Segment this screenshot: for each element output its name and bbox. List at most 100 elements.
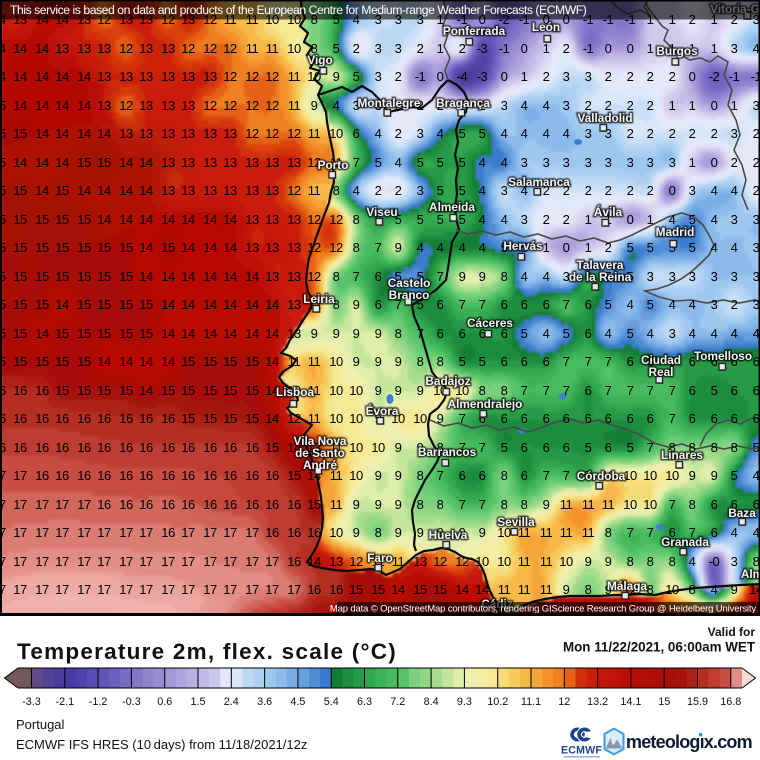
svg-text:7: 7: [543, 383, 550, 398]
svg-text:13: 13: [265, 155, 279, 170]
svg-text:16: 16: [161, 468, 175, 483]
svg-text:Barrancos: Barrancos: [418, 445, 477, 459]
svg-text:7: 7: [563, 468, 570, 483]
svg-text:16: 16: [307, 582, 321, 597]
svg-text:9: 9: [311, 326, 318, 341]
svg-text:9: 9: [543, 497, 550, 512]
svg-text:13: 13: [181, 183, 195, 198]
svg-text:Salamanca: Salamanca: [508, 175, 570, 189]
svg-text:5: 5: [647, 240, 654, 255]
svg-text:15: 15: [97, 269, 111, 284]
svg-text:14: 14: [55, 126, 69, 141]
svg-text:Montalegre: Montalegre: [358, 96, 421, 110]
svg-text:15: 15: [97, 240, 111, 255]
svg-text:6: 6: [689, 411, 696, 426]
svg-text:17: 17: [55, 582, 69, 597]
svg-text:15: 15: [658, 696, 670, 708]
svg-text:14: 14: [223, 326, 237, 341]
svg-text:8: 8: [479, 383, 486, 398]
svg-text:16: 16: [265, 497, 279, 512]
svg-text:15: 15: [223, 354, 237, 369]
svg-text:13: 13: [181, 126, 195, 141]
svg-text:9: 9: [395, 497, 402, 512]
svg-text:5: 5: [521, 240, 528, 255]
svg-text:7: 7: [437, 468, 444, 483]
svg-text:2: 2: [395, 183, 402, 198]
svg-text:4: 4: [543, 326, 550, 341]
svg-text:17: 17: [203, 582, 217, 597]
svg-text:2: 2: [605, 183, 612, 198]
svg-text:5: 5: [437, 155, 444, 170]
svg-text:15: 15: [119, 297, 133, 312]
svg-text:7: 7: [605, 383, 612, 398]
svg-text:13: 13: [287, 269, 301, 284]
svg-text:15: 15: [13, 269, 27, 284]
svg-text:14: 14: [161, 297, 175, 312]
svg-text:14: 14: [139, 212, 153, 227]
svg-text:9: 9: [689, 468, 696, 483]
svg-text:Ciudad: Ciudad: [641, 353, 681, 367]
svg-text:2: 2: [585, 183, 592, 198]
svg-text:7: 7: [459, 440, 466, 455]
svg-text:1: 1: [437, 41, 444, 56]
svg-text:13: 13: [223, 155, 237, 170]
svg-text:2: 2: [479, 98, 486, 113]
svg-text:16: 16: [161, 497, 175, 512]
svg-text:16.8: 16.8: [720, 696, 741, 708]
svg-text:12: 12: [119, 98, 133, 113]
svg-text:13: 13: [181, 69, 195, 84]
svg-text:17: 17: [181, 525, 195, 540]
svg-text:León: León: [532, 20, 560, 34]
svg-text:12: 12: [265, 69, 279, 84]
svg-text:6: 6: [521, 354, 528, 369]
svg-text:16: 16: [55, 468, 69, 483]
svg-text:3: 3: [627, 155, 634, 170]
svg-text:Baza: Baza: [728, 506, 756, 520]
svg-text:3: 3: [375, 69, 382, 84]
svg-text:5: 5: [417, 269, 424, 284]
svg-text:1: 1: [521, 69, 528, 84]
svg-text:2: 2: [731, 297, 738, 312]
svg-text:14: 14: [35, 326, 49, 341]
svg-text:6: 6: [479, 411, 486, 426]
svg-text:6: 6: [459, 468, 466, 483]
svg-text:9: 9: [375, 497, 382, 512]
svg-text:4: 4: [711, 326, 718, 341]
svg-text:16: 16: [119, 497, 133, 512]
svg-text:14: 14: [35, 69, 49, 84]
svg-text:13.2: 13.2: [587, 696, 608, 708]
svg-text:9: 9: [711, 468, 718, 483]
svg-text:16: 16: [119, 411, 133, 426]
svg-text:4: 4: [375, 126, 382, 141]
svg-text:10: 10: [349, 411, 363, 426]
svg-text:Tomelloso: Tomelloso: [694, 349, 752, 363]
svg-text:5: 5: [731, 468, 738, 483]
svg-text:-0: -0: [709, 554, 720, 569]
svg-text:17: 17: [77, 554, 91, 569]
svg-text:8: 8: [627, 554, 634, 569]
svg-text:4: 4: [543, 269, 550, 284]
svg-text:6: 6: [543, 297, 550, 312]
svg-text:Montalegre: Montalegre: [358, 96, 421, 110]
svg-text:15: 15: [181, 354, 195, 369]
svg-text:17: 17: [97, 582, 111, 597]
svg-text:6: 6: [521, 440, 528, 455]
svg-text:15: 15: [0, 297, 6, 312]
svg-text:8: 8: [689, 582, 696, 597]
svg-text:14: 14: [139, 155, 153, 170]
svg-text:5: 5: [647, 297, 654, 312]
svg-text:3: 3: [563, 69, 570, 84]
svg-text:4: 4: [479, 155, 486, 170]
svg-text:3: 3: [711, 297, 718, 312]
svg-text:16: 16: [13, 440, 27, 455]
svg-text:16: 16: [287, 497, 301, 512]
svg-text:14: 14: [139, 383, 153, 398]
svg-text:2: 2: [647, 183, 654, 198]
svg-text:13: 13: [161, 69, 175, 84]
svg-text:2: 2: [605, 98, 612, 113]
svg-text:Évora: Évora: [366, 404, 399, 418]
svg-text:12: 12: [245, 126, 259, 141]
svg-text:16: 16: [97, 468, 111, 483]
svg-text:3: 3: [375, 98, 382, 113]
svg-text:14: 14: [265, 411, 279, 426]
